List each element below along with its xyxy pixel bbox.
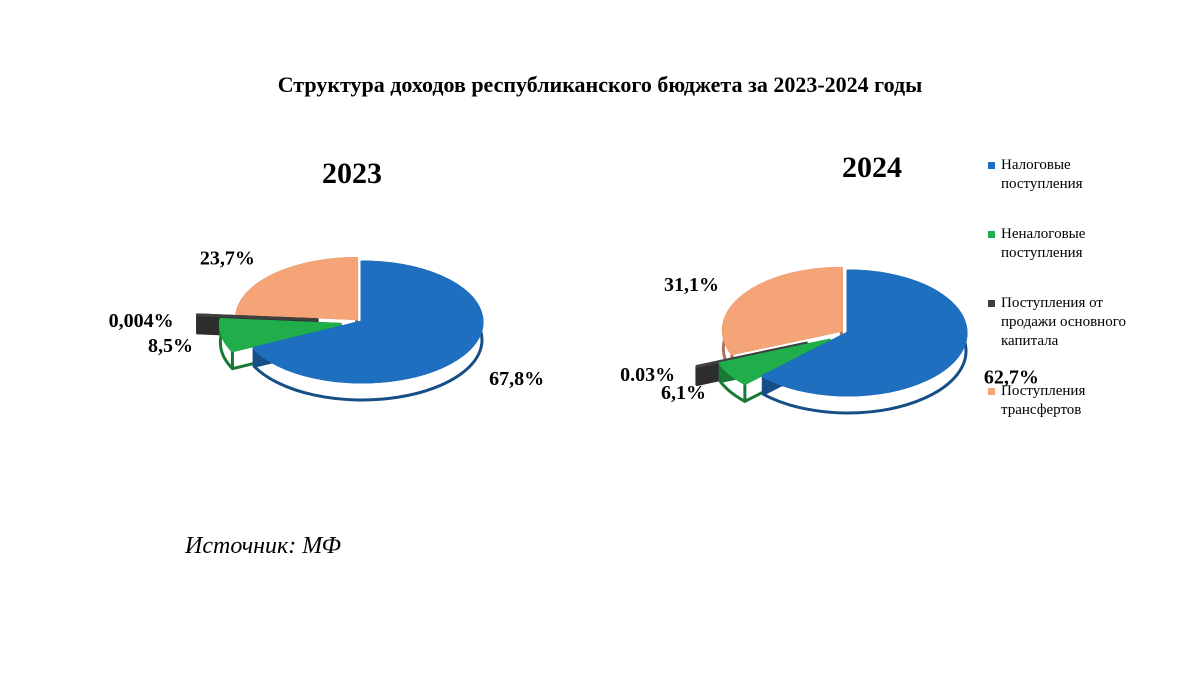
slice	[695, 341, 808, 369]
legend-item: Поступления трансфертов	[985, 382, 1135, 420]
legend-item: Налоговые поступления	[985, 156, 1135, 194]
slice	[721, 266, 843, 356]
legend-label: Налоговые поступления	[1001, 157, 1083, 192]
data-label: 67,8%	[489, 368, 544, 390]
data-label: 8,5%	[148, 335, 193, 357]
pie-title: 2024	[842, 151, 902, 184]
data-label: 0,004%	[109, 310, 174, 332]
slice	[252, 260, 484, 384]
data-label: 62,7%	[984, 367, 1039, 389]
pie-title: 2023	[322, 157, 382, 190]
legend-label: Неналоговые поступления	[1001, 226, 1086, 261]
data-label: 31,1%	[664, 274, 719, 296]
legend-label: Поступления от продажи основного капитал…	[1001, 295, 1126, 349]
slice	[196, 313, 319, 322]
slice	[718, 338, 832, 385]
data-label: 6,1%	[661, 382, 706, 404]
slice	[218, 318, 342, 353]
data-label: 0.03%	[620, 364, 675, 386]
legend-swatch	[988, 231, 995, 238]
source: Источник: МФ	[185, 533, 341, 559]
slice	[235, 256, 359, 320]
legend-swatch	[988, 388, 995, 395]
legend-swatch	[988, 162, 995, 169]
slice	[761, 269, 968, 397]
data-label: 23,7%	[200, 248, 255, 270]
legend-item: Поступления от продажи основного капитал…	[985, 294, 1135, 351]
legend-item: Неналоговые поступления	[985, 225, 1135, 263]
legend: Налоговые поступления Неналоговые поступл…	[985, 156, 1135, 451]
page-title: Структура доходов республиканского бюдже…	[277, 72, 923, 97]
legend-swatch	[988, 300, 995, 307]
legend-label: Поступления трансфертов	[1001, 383, 1086, 418]
